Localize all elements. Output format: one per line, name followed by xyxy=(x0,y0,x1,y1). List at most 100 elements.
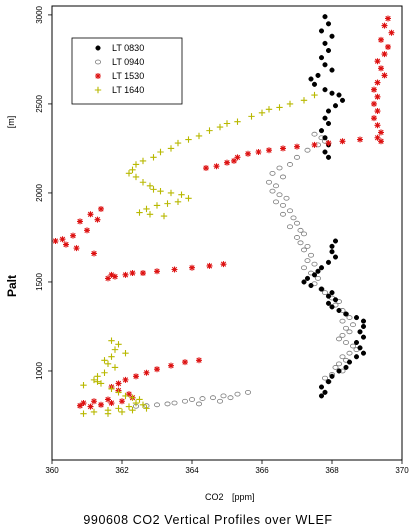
data-point xyxy=(94,216,101,223)
data-point xyxy=(304,147,311,153)
data-point xyxy=(335,336,342,342)
data-point xyxy=(308,76,314,82)
data-point xyxy=(290,215,297,221)
legend-marker xyxy=(95,73,101,79)
data-point xyxy=(339,354,346,360)
data-point xyxy=(77,218,83,225)
data-point xyxy=(357,136,363,143)
data-point xyxy=(286,224,293,230)
x-tick-label: 368 xyxy=(325,466,339,475)
data-point xyxy=(132,161,140,168)
data-point xyxy=(360,318,367,324)
data-point xyxy=(300,97,308,104)
data-point xyxy=(300,231,307,237)
data-point xyxy=(245,150,251,157)
data-point xyxy=(381,22,388,29)
data-point xyxy=(122,349,129,357)
data-point xyxy=(234,154,241,161)
data-point xyxy=(70,232,76,239)
data-point xyxy=(346,329,353,335)
data-point xyxy=(153,402,160,408)
data-point xyxy=(385,15,391,22)
data-point xyxy=(300,247,307,253)
data-point xyxy=(322,14,328,20)
data-point xyxy=(279,211,286,217)
data-point xyxy=(329,249,335,255)
data-point xyxy=(371,115,377,122)
data-point xyxy=(139,157,147,165)
data-point xyxy=(360,334,367,340)
data-point xyxy=(342,325,349,331)
data-point xyxy=(115,341,122,348)
data-point xyxy=(129,394,136,401)
x-tick-label: 370 xyxy=(395,466,409,475)
data-point xyxy=(231,157,237,164)
data-points xyxy=(52,14,395,417)
data-point xyxy=(349,322,356,328)
data-point xyxy=(322,149,328,155)
data-point xyxy=(300,265,307,271)
data-point xyxy=(339,97,346,103)
data-point xyxy=(322,135,328,141)
x-axis-label: CO2 xyxy=(205,492,224,502)
data-point xyxy=(220,393,227,399)
data-point xyxy=(329,243,335,249)
data-point xyxy=(91,398,97,405)
data-point xyxy=(101,369,108,376)
data-point xyxy=(378,138,384,145)
data-point xyxy=(322,389,328,395)
data-point xyxy=(318,384,325,390)
data-point xyxy=(325,300,332,306)
data-point xyxy=(371,100,377,107)
data-point xyxy=(111,364,119,371)
y-tick-label: 2500 xyxy=(35,94,44,112)
data-point xyxy=(168,362,174,369)
data-point xyxy=(325,293,332,299)
data-point xyxy=(353,354,360,360)
data-point xyxy=(336,92,342,98)
data-point xyxy=(343,311,349,317)
data-point xyxy=(63,241,69,248)
data-point xyxy=(213,163,220,170)
data-point xyxy=(105,396,111,403)
data-point xyxy=(171,400,178,406)
data-point xyxy=(119,398,125,405)
data-point xyxy=(329,290,335,296)
data-point xyxy=(346,350,353,356)
data-point xyxy=(266,147,272,154)
data-point xyxy=(381,72,388,79)
data-point xyxy=(140,270,146,277)
data-point xyxy=(286,162,293,167)
data-point xyxy=(101,357,108,364)
data-point xyxy=(223,120,231,127)
data-point xyxy=(126,391,132,398)
data-point xyxy=(329,33,335,39)
data-point xyxy=(297,240,304,246)
data-point xyxy=(314,275,321,281)
data-point xyxy=(374,122,381,129)
x-tick-label: 362 xyxy=(115,466,129,475)
data-point xyxy=(129,166,136,173)
plot-frame xyxy=(51,5,403,461)
data-point xyxy=(374,58,381,65)
data-point xyxy=(322,40,328,46)
data-point xyxy=(279,174,286,180)
data-point xyxy=(143,405,150,412)
data-point xyxy=(293,220,300,226)
x-tick-label: 360 xyxy=(45,466,59,475)
data-point xyxy=(339,318,346,324)
data-point xyxy=(220,261,227,268)
data-point xyxy=(374,134,381,141)
data-point xyxy=(206,127,213,134)
data-point xyxy=(311,141,318,148)
data-point xyxy=(329,304,335,310)
data-point xyxy=(283,195,290,201)
data-point xyxy=(125,170,133,177)
data-point xyxy=(90,408,98,416)
data-point xyxy=(325,140,332,147)
data-point xyxy=(195,132,203,140)
data-point xyxy=(304,275,311,281)
data-point xyxy=(339,332,346,338)
data-point xyxy=(311,272,318,278)
data-point xyxy=(91,250,97,257)
